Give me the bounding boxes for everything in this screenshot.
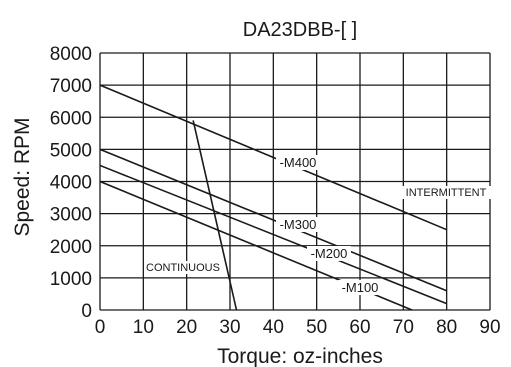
y-tick-label-4: 4000	[50, 173, 92, 194]
x-tick-label-2: 20	[176, 317, 197, 338]
x-tick-label-7: 70	[393, 317, 414, 338]
series-label-bg-m400	[276, 155, 320, 170]
x-tick-label-8: 80	[436, 317, 457, 338]
tick-labels: 0 10 20 30 40 50 60 70 80 90 0 1000 2000 3000 4000 5000…	[50, 44, 501, 338]
annotation-continuous-bg	[145, 261, 221, 274]
x-tick-label-5: 50	[306, 317, 327, 338]
x-tick-label-3: 30	[219, 317, 240, 338]
series-label-bg-m200	[307, 246, 351, 261]
grid	[99, 52, 491, 311]
x-tick-label-4: 40	[263, 317, 284, 338]
series-label-bg-m300	[276, 217, 320, 232]
annotation-intermittent-bg	[400, 186, 492, 199]
x-tick-label-9: 90	[479, 317, 500, 338]
y-axis-label: Speed: RPM	[11, 117, 34, 236]
y-tick-label-0: 0	[81, 301, 92, 322]
y-tick-label-8: 8000	[50, 44, 92, 65]
annotation-intermittent: INTERMITTENT	[406, 187, 487, 199]
series-label-m100: -M100	[342, 280, 379, 295]
y-tick-label-5: 5000	[50, 140, 92, 161]
x-axis-label: Torque: oz-inches	[217, 345, 383, 367]
y-tick-label-1: 1000	[50, 269, 92, 290]
y-tick-label-7: 7000	[50, 76, 92, 97]
series-label-bg-m100	[338, 280, 382, 295]
series-lines: -M400 -M300 -M200 -M100 INTERMITTENT CONTINUO…	[99, 84, 492, 311]
series-label-m200: -M200	[311, 246, 348, 261]
continuous-boundary-line	[192, 120, 238, 311]
y-tick-label-3: 3000	[50, 205, 92, 226]
x-tick-label-1: 10	[133, 317, 154, 338]
series-line-m300	[99, 148, 447, 292]
x-tick-label-6: 60	[349, 317, 370, 338]
y-tick-label-6: 6000	[50, 108, 92, 129]
series-line-m400	[99, 84, 447, 231]
series-label-m300: -M300	[280, 217, 317, 232]
annotation-continuous: CONTINUOUS	[146, 262, 220, 274]
chart-title: DA23DBB-[ ]	[243, 19, 357, 41]
y-tick-label-2: 2000	[50, 237, 92, 258]
x-tick-label-0: 0	[95, 317, 106, 338]
series-label-m400: -M400	[280, 155, 317, 170]
series-line-m200	[99, 164, 447, 305]
